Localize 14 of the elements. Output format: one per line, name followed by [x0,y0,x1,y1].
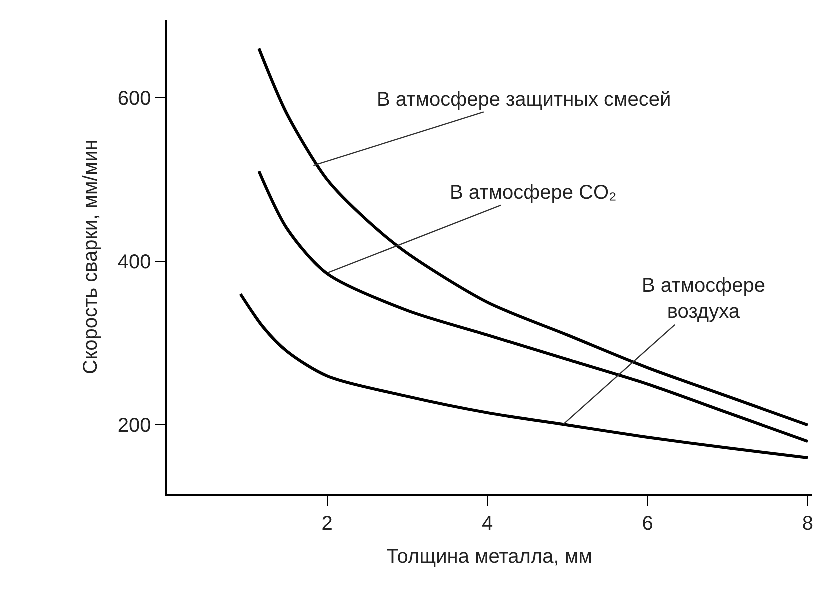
line-series [258,170,810,444]
annotation: В атмосфере CO₂ [450,182,617,204]
y-tick-label: 400 [118,252,152,274]
x-tick-label: 8 [802,512,814,535]
y-axis-title: Скорость сварки, мм/мин [80,140,102,374]
x-axis-title: Толщина металла, мм [386,546,592,568]
y-tick-label: 200 [118,415,152,438]
annotation: В атмосфере воздуха [642,275,766,323]
annotation: В атмосфере защитных смесей [377,89,672,111]
x-tick-label: 2 [322,512,333,535]
x-tick-label: 6 [642,512,654,535]
line-series [258,47,810,427]
x-tick-label: 4 [482,512,494,535]
y-tick-label: 600 [118,88,152,110]
